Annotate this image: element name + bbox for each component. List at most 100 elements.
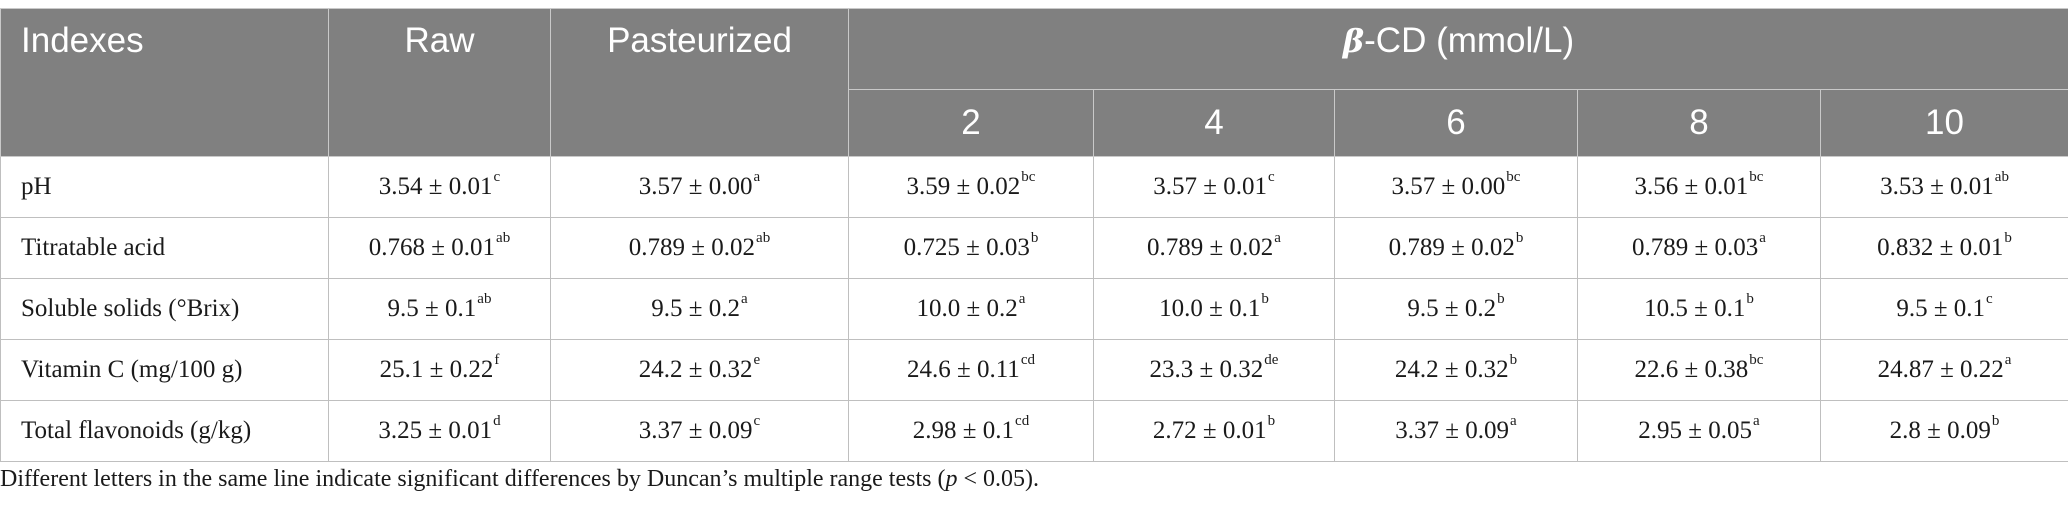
- table-cell: 2.72 ± 0.01b: [1093, 400, 1335, 462]
- cell-value: 3.37 ± 0.09: [1395, 417, 1510, 444]
- cell-value: 2.8 ± 0.09: [1889, 417, 1991, 444]
- header-raw: Raw: [328, 8, 551, 157]
- significance-letter: a: [741, 291, 748, 307]
- cell-value: 23.3 ± 0.32: [1149, 356, 1264, 383]
- table-cell: 0.789 ± 0.02b: [1334, 217, 1578, 279]
- cell-value: 0.789 ± 0.03: [1632, 234, 1759, 261]
- significance-letter: e: [753, 352, 761, 368]
- table-cell: 22.6 ± 0.38bc: [1577, 339, 1821, 401]
- significance-letter: a: [1510, 413, 1517, 429]
- table-cell: 3.57 ± 0.00a: [550, 156, 849, 218]
- table-footnote: Different letters in the same line indic…: [0, 466, 1039, 493]
- significance-letter: a: [753, 169, 761, 185]
- table-cell: 0.789 ± 0.02ab: [550, 217, 849, 279]
- significance-letter: bc: [1021, 169, 1036, 185]
- table-cell: 9.5 ± 0.2b: [1334, 278, 1578, 340]
- header-row-2: 2 4 6 8 10: [1, 89, 2068, 157]
- header-beta-cd-group: β-CD (mmol/L): [847, 8, 2068, 90]
- cell-value: 3.54 ± 0.01: [378, 173, 493, 200]
- table-cell: 0.789 ± 0.02a: [1093, 217, 1335, 279]
- cell-value: 0.789 ± 0.02: [1388, 234, 1515, 261]
- cell-value: 0.832 ± 0.01: [1877, 234, 2004, 261]
- header-conc-6: 6: [1334, 89, 1578, 157]
- table-cell: 24.2 ± 0.32b: [1334, 339, 1578, 401]
- cell-value: 3.37 ± 0.09: [638, 417, 753, 444]
- footnote-p-symbol: p: [945, 466, 958, 492]
- significance-letter: c: [1986, 291, 1993, 307]
- cell-value: 10.0 ± 0.2: [916, 295, 1018, 322]
- cell-value: 3.59 ± 0.02: [906, 173, 1021, 200]
- cell-value: 10.5 ± 0.1: [1644, 295, 1746, 322]
- footnote-text-after: < 0.05).: [957, 466, 1039, 492]
- significance-letter: d: [493, 413, 501, 429]
- table-cell: 3.57 ± 0.01c: [1093, 156, 1335, 218]
- significance-letter: b: [1746, 291, 1754, 307]
- significance-letter: a: [1274, 230, 1281, 246]
- cell-value: 2.72 ± 0.01: [1152, 417, 1267, 444]
- significance-letter: a: [2004, 352, 2012, 368]
- table-cell: 24.2 ± 0.32e: [550, 339, 849, 401]
- table-row: Soluble solids (°Brix) 9.5 ± 0.1ab 9.5 ± 0…: [0, 278, 2068, 340]
- row-label: Total flavonoids (g/kg): [0, 400, 329, 462]
- table-cell: 9.5 ± 0.1c: [1819, 278, 2068, 340]
- cell-value: 0.789 ± 0.02: [628, 234, 756, 261]
- cell-value: 0.789 ± 0.02: [1147, 234, 1274, 261]
- table-cell: 24.6 ± 0.11cd: [848, 339, 1094, 401]
- header-conc-10: 10: [1819, 89, 2068, 157]
- table-row: Titratable acid 0.768 ± 0.01ab 0.789 ± 0.0…: [0, 217, 2068, 279]
- cell-value: 3.56 ± 0.01: [1634, 173, 1749, 200]
- table-cell: 0.768 ± 0.01ab: [328, 217, 551, 279]
- table-cell: 10.0 ± 0.2a: [848, 278, 1094, 340]
- significance-letter: de: [1264, 352, 1279, 368]
- table-cell: 3.53 ± 0.01ab: [1819, 156, 2068, 218]
- significance-letter: a: [1753, 413, 1760, 429]
- significance-letter: ab: [756, 230, 771, 246]
- table-row: Vitamin C (mg/100 g) 25.1 ± 0.22f 24.2 ± 0…: [0, 339, 2068, 401]
- table-cell: 9.5 ± 0.1ab: [328, 278, 551, 340]
- cell-value: 9.5 ± 0.1: [1896, 295, 1986, 322]
- table-cell: 23.3 ± 0.32de: [1093, 339, 1335, 401]
- cell-value: 24.2 ± 0.32: [638, 356, 753, 383]
- cell-value: 3.53 ± 0.01: [1880, 173, 1994, 200]
- header-pasteurized: Pasteurized: [550, 8, 849, 157]
- cell-value: 3.25 ± 0.01: [378, 417, 493, 444]
- table-cell: 2.8 ± 0.09b: [1819, 400, 2068, 462]
- table-header: Indexes Raw Pasteurized β-CD (mmol/L) 2 …: [0, 8, 2068, 157]
- significance-letter: b: [1497, 291, 1505, 307]
- table-cell: 3.57 ± 0.00bc: [1334, 156, 1578, 218]
- table-cell: 25.1 ± 0.22f: [328, 339, 551, 401]
- table-cell: 2.98 ± 0.1cd: [848, 400, 1094, 462]
- table-cell: 0.725 ± 0.03b: [848, 217, 1094, 279]
- table-cell: 3.37 ± 0.09c: [550, 400, 849, 462]
- significance-letter: f: [494, 352, 500, 368]
- cell-value: 2.98 ± 0.1: [912, 417, 1015, 444]
- table-cell: 3.59 ± 0.02bc: [848, 156, 1094, 218]
- header-conc-8: 8: [1577, 89, 1821, 157]
- cell-value: 9.5 ± 0.2: [651, 295, 741, 322]
- beta-symbol: β: [1342, 22, 1365, 60]
- significance-letter: cd: [1015, 413, 1030, 429]
- significance-letter: b: [1030, 230, 1039, 246]
- table-row: Total flavonoids (g/kg) 3.25 ± 0.01d 3.37 …: [0, 400, 2068, 462]
- significance-letter: c: [753, 413, 761, 429]
- beta-cd-label: -CD (mmol/L): [1364, 21, 1575, 60]
- significance-letter: c: [493, 169, 501, 185]
- cell-value: 25.1 ± 0.22: [379, 356, 494, 383]
- cell-value: 0.768 ± 0.01: [368, 234, 496, 261]
- significance-letter: bc: [1506, 169, 1521, 185]
- cell-value: 24.87 ± 0.22: [1877, 356, 2004, 383]
- header-indexes: Indexes: [0, 8, 329, 157]
- significance-letter: b: [1509, 352, 1518, 368]
- table-body: pH 3.54 ± 0.01c 3.57 ± 0.00a 3.59 ± 0.02bc 3…: [0, 156, 2068, 462]
- table-cell: 3.37 ± 0.09a: [1334, 400, 1578, 462]
- row-label: Soluble solids (°Brix): [0, 278, 329, 340]
- table-cell: 3.25 ± 0.01d: [328, 400, 551, 462]
- significance-letter: bc: [1749, 169, 1764, 185]
- significance-letter: bc: [1749, 352, 1764, 368]
- table-cell: 3.54 ± 0.01c: [328, 156, 551, 218]
- cell-value: 2.95 ± 0.05: [1638, 417, 1753, 444]
- table-cell: 0.789 ± 0.03a: [1577, 217, 1821, 279]
- significance-letter: ab: [1994, 169, 2009, 185]
- significance-letter: a: [1759, 230, 1766, 246]
